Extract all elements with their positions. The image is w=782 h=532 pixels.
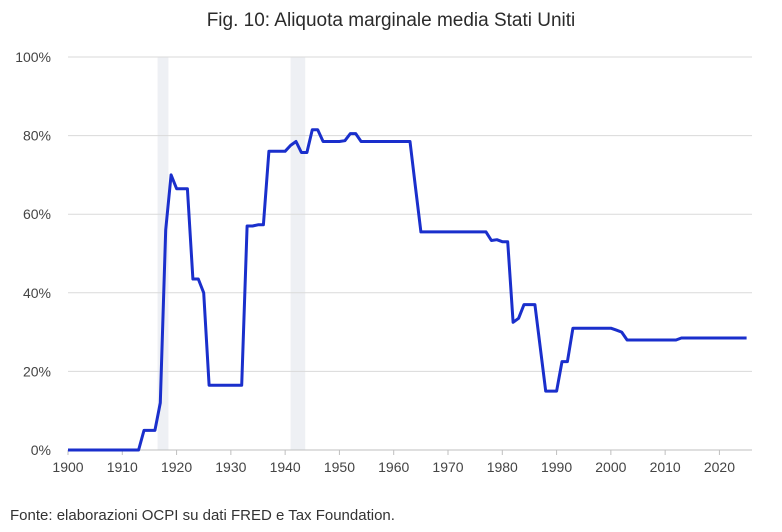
x-tick-label: 1920 <box>161 459 192 475</box>
shaded-period-1 <box>290 57 306 450</box>
y-tick-label: 0% <box>31 442 51 458</box>
x-tick-label: 1940 <box>270 459 301 475</box>
y-axis: 0% 20% 40% 60% 80% 100% <box>15 49 51 458</box>
x-tick-label: 1910 <box>107 459 138 475</box>
x-tick-label: 1960 <box>378 459 409 475</box>
series-lines <box>68 128 747 452</box>
x-tick-label: 1900 <box>52 459 83 475</box>
x-tick-label: 1930 <box>215 459 246 475</box>
y-tick-label: 60% <box>23 206 51 222</box>
x-tick-label: 1990 <box>541 459 572 475</box>
x-tick-label: 1980 <box>487 459 518 475</box>
y-tick-label: 20% <box>23 363 51 379</box>
gridlines <box>68 56 752 372</box>
source-note: Fonte: elaborazioni OCPI su dati FRED e … <box>10 507 395 524</box>
x-tick-label: 1950 <box>324 459 355 475</box>
x-axis: 1900 1910 1920 1930 1940 1950 1960 1970 1980 1990… <box>52 449 752 475</box>
y-tick-label: 100% <box>15 49 51 65</box>
x-tick-label: 1970 <box>432 459 463 475</box>
x-tick-label: 2000 <box>595 459 626 475</box>
shaded-periods <box>157 57 306 450</box>
y-tick-label: 40% <box>23 285 51 301</box>
plot-area-background <box>68 57 752 450</box>
chart-title: Fig. 10: Aliquota marginale media Stati … <box>206 10 576 31</box>
x-tick-label: 2020 <box>704 459 735 475</box>
y-tick-label: 80% <box>23 128 51 144</box>
x-tick-label: 2010 <box>650 459 681 475</box>
series-line-0 <box>68 128 747 452</box>
shaded-period-0 <box>157 57 169 450</box>
